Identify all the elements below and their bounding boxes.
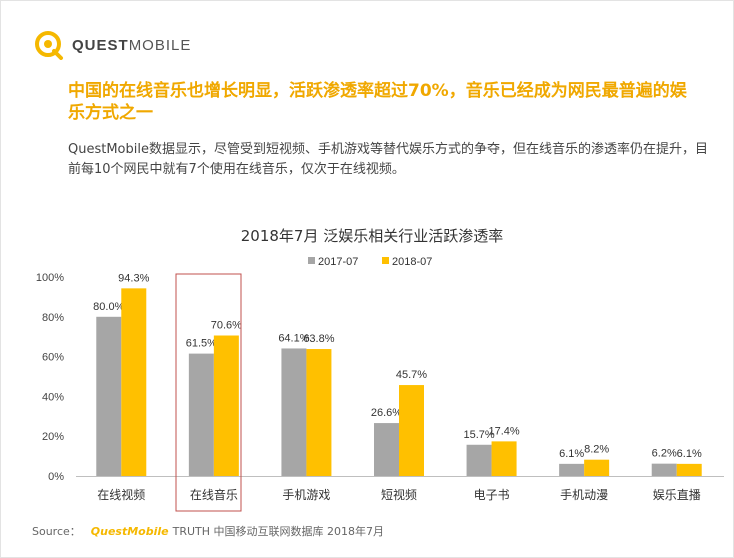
x-tick-label: 手机动漫 xyxy=(560,488,608,502)
bar-2018 xyxy=(584,459,610,476)
bar-2017 xyxy=(281,348,307,476)
penetration-bar-chart: 2018年7月 泛娱乐相关行业活跃渗透率 2017-07 2018-07 0% 20… xyxy=(36,227,724,512)
bar-2018 xyxy=(213,335,239,476)
source-text: TRUTH 中国移动互联网数据库 2018年7月 xyxy=(172,525,384,538)
data-label: 8.2% xyxy=(584,444,609,456)
data-label: 6.1% xyxy=(677,448,702,460)
y-tick-label: 60% xyxy=(42,352,64,364)
data-label: 64.1% xyxy=(278,332,309,344)
source-note: Source： QuestMobile TRUTH 中国移动互联网数据库 2018年… xyxy=(32,523,384,539)
bar-2017 xyxy=(188,353,214,476)
questmobile-logo-icon xyxy=(35,31,63,60)
legend-label: 2017-07 xyxy=(318,256,358,268)
intro-paragraph: QuestMobile数据显示，尽管受到短视频、手机游戏等替代娱乐方式的争夺，但… xyxy=(68,142,708,177)
y-tick-label: 80% xyxy=(42,312,64,324)
bars: 80.0% 94.3% 61.5% 70.6% 64.1%63.8% 26.6% 45.7%… xyxy=(93,272,702,476)
bar-2017 xyxy=(651,463,677,476)
bar-2017 xyxy=(96,316,122,476)
data-label: 6.2% xyxy=(652,448,677,460)
chart-title: 2018年7月 泛娱乐相关行业活跃渗透率 xyxy=(241,227,504,245)
bar-2018 xyxy=(491,441,517,476)
x-tick-label: 在线视频 xyxy=(97,487,145,502)
source-label: Source： xyxy=(32,525,81,538)
x-tick-label: 短视频 xyxy=(381,487,417,502)
x-tick-label: 手机游戏 xyxy=(282,488,330,502)
data-label: 80.0% xyxy=(93,301,124,313)
data-label: 61.5% xyxy=(186,338,217,350)
data-label: 6.1% xyxy=(559,448,584,460)
page-headline: 中国的在线音乐也增长明显，活跃渗透率超过70%，音乐已经成为网民最普遍的娱乐方式… xyxy=(68,81,687,123)
y-tick-label: 100% xyxy=(36,272,64,284)
y-tick-label: 40% xyxy=(42,391,64,403)
data-label: 63.8% xyxy=(303,333,334,345)
bar-2018 xyxy=(306,349,332,476)
chart-legend: 2017-07 2018-07 xyxy=(308,256,432,268)
y-axis: 0% 20% 40% 60% 80% 100% xyxy=(36,272,64,483)
legend-label: 2018-07 xyxy=(392,256,432,268)
x-axis: 在线视频 在线音乐 手机游戏 短视频 电子书 手机动漫 娱乐直播 xyxy=(76,476,724,502)
x-tick-label: 电子书 xyxy=(474,488,510,502)
bar-2018 xyxy=(676,463,702,476)
y-tick-label: 20% xyxy=(42,431,64,443)
highlight-box xyxy=(175,273,242,512)
data-label: 17.4% xyxy=(488,425,519,437)
data-label: 94.3% xyxy=(118,272,149,284)
data-label: 70.6% xyxy=(211,320,242,332)
questmobile-logo: QUESTMOBILE xyxy=(34,30,191,60)
logo-wordmark: QUESTMOBILE xyxy=(72,36,192,54)
data-label: 15.7% xyxy=(463,429,494,441)
data-label: 45.7% xyxy=(396,369,427,381)
source-brand: QuestMobile xyxy=(90,525,169,538)
bar-2017 xyxy=(374,423,399,476)
data-label: 26.6% xyxy=(371,407,402,419)
bar-2017 xyxy=(559,463,585,476)
x-tick-label: 在线音乐 xyxy=(190,487,238,502)
bar-2017 xyxy=(466,444,492,476)
bar-2018 xyxy=(399,385,424,476)
y-tick-label: 0% xyxy=(48,471,64,483)
legend-swatch xyxy=(308,257,315,264)
legend-swatch xyxy=(382,257,389,264)
bar-2018 xyxy=(121,288,147,476)
x-tick-label: 娱乐直播 xyxy=(653,488,701,502)
